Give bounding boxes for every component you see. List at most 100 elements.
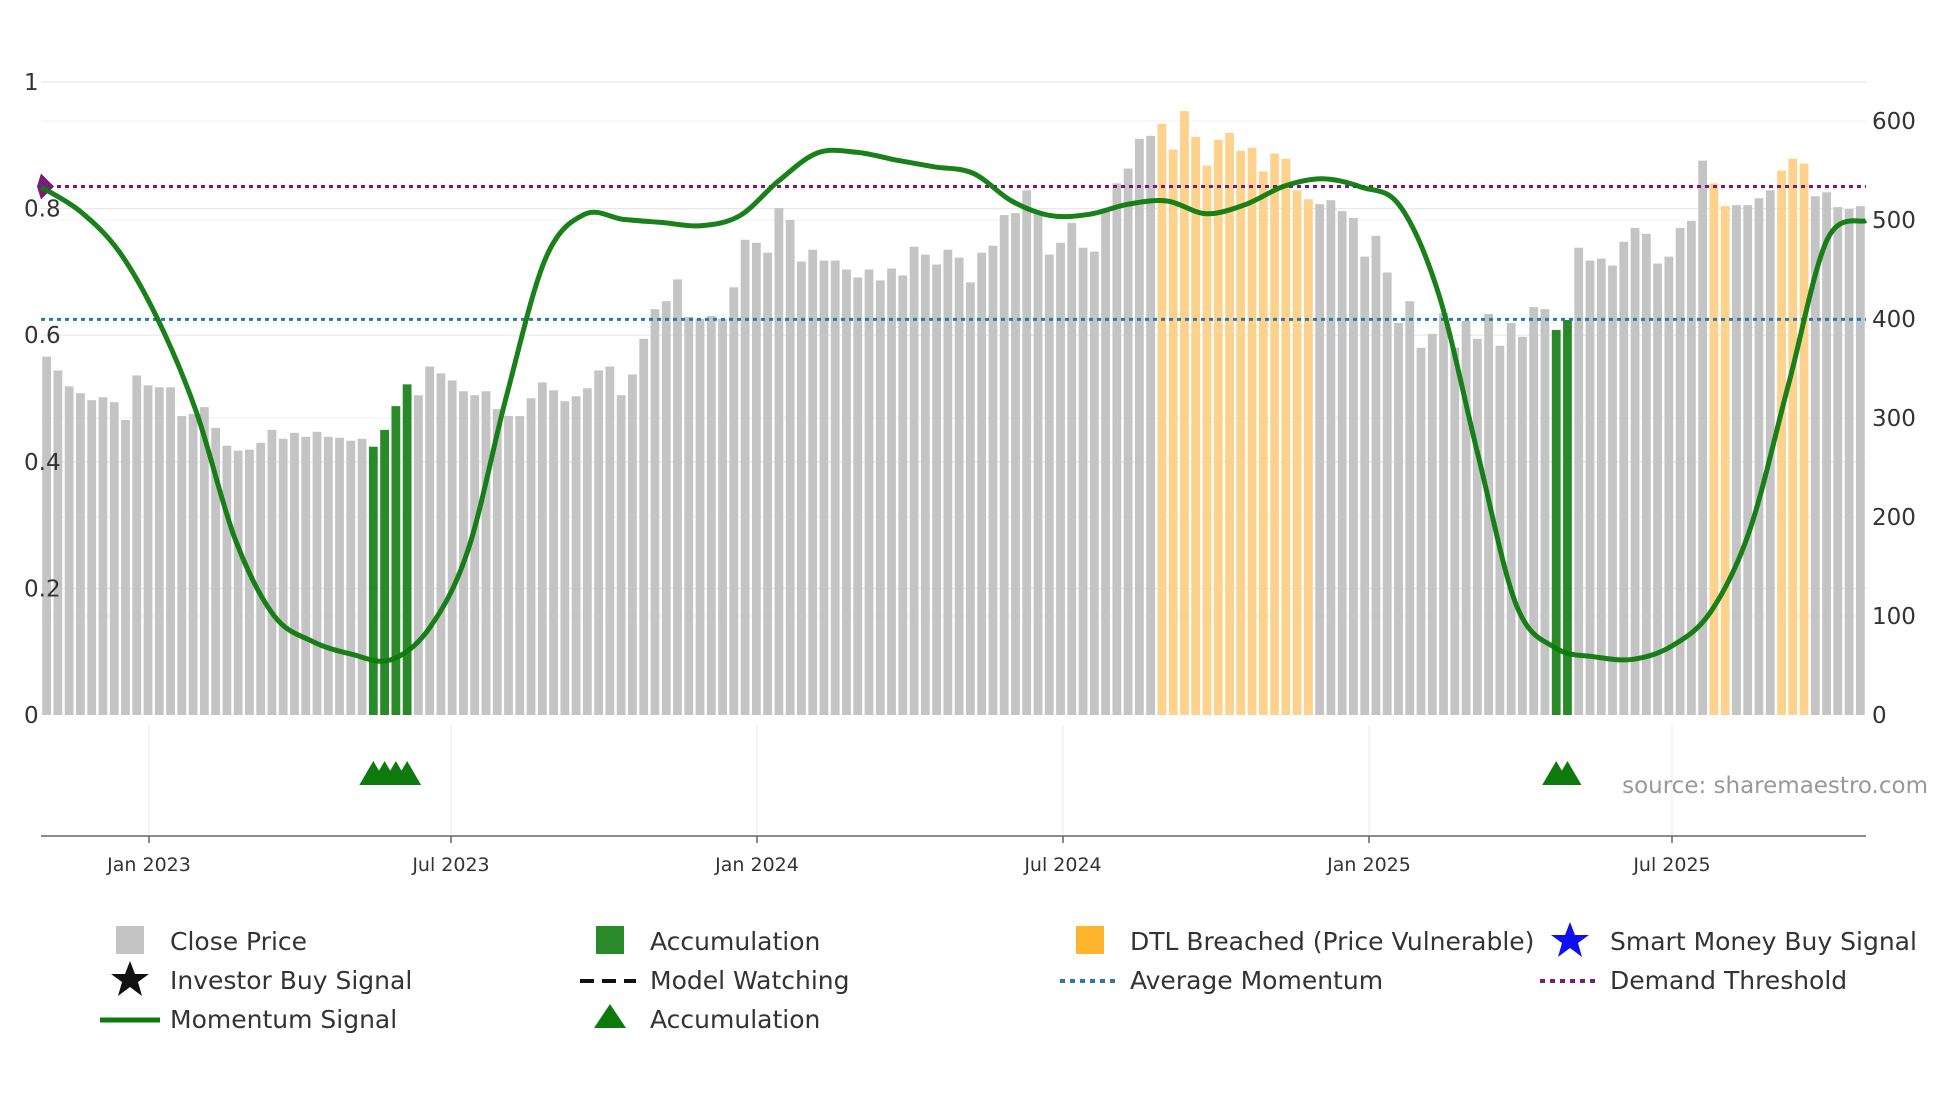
price-bar: [1134, 138, 1144, 715]
bars-layer: [42, 111, 1865, 716]
price-bar: [154, 387, 164, 715]
price-bar: [1653, 263, 1662, 715]
price-bar: [1777, 170, 1786, 715]
price-bar: [673, 279, 682, 715]
price-bar: [211, 427, 221, 715]
legend-label: DTL Breached (Price Vulnerable): [1130, 927, 1534, 956]
green-triangle-icon: [594, 1004, 626, 1028]
price-bar: [909, 246, 919, 716]
price-bar: [1270, 153, 1279, 716]
legend: Close Price Accumulation DTL Breached (P…: [100, 922, 1917, 1034]
price-bar: [1123, 168, 1133, 715]
price-bar: [1146, 135, 1156, 716]
price-bar: [1022, 190, 1032, 716]
price-bar: [695, 319, 705, 715]
price-bar: [368, 446, 378, 715]
price-bar: [109, 402, 119, 715]
legend-item-accumulation: Accumulation: [596, 926, 820, 956]
price-bar: [1743, 205, 1753, 715]
legend-label: Model Watching: [650, 966, 850, 995]
price-bar: [53, 370, 63, 715]
price-bar: [1506, 322, 1516, 715]
price-bar: [245, 449, 254, 715]
price-bar: [515, 416, 525, 715]
left-axis-tick: 0.6: [24, 323, 61, 349]
legend-label: Smart Money Buy Signal: [1610, 927, 1917, 956]
price-bar: [718, 319, 727, 715]
price-bar: [222, 445, 232, 715]
price-bar: [1810, 196, 1820, 716]
legend-label: Close Price: [170, 927, 307, 956]
price-bar: [1551, 329, 1561, 715]
price-bar: [1664, 256, 1674, 715]
price-bar: [1484, 314, 1493, 715]
grid-layer: [41, 81, 1866, 836]
price-bar: [774, 208, 784, 715]
price-bar: [763, 252, 773, 716]
price-bar: [932, 264, 941, 715]
price-bar: [1157, 123, 1167, 716]
price-bar: [898, 275, 908, 715]
price-bar: [76, 393, 85, 715]
legend-item-smart-money: Smart Money Buy Signal: [1551, 922, 1917, 957]
legend-item-investor-buy: Investor Buy Signal: [111, 961, 412, 996]
price-bar: [999, 215, 1009, 716]
price-bar: [1326, 200, 1336, 715]
price-bar: [1078, 247, 1088, 715]
price-bar: [256, 442, 266, 715]
price-bar: [582, 388, 592, 715]
green-square-icon: [596, 926, 624, 954]
price-bar: [1596, 258, 1606, 715]
legend-item-demand-threshold: Demand Threshold: [1540, 966, 1847, 995]
momentum-signal-line: [39, 147, 1868, 664]
accumulation-marker: [1553, 761, 1582, 785]
left-axis-tick: 0.2: [24, 576, 61, 602]
price-bar: [1518, 336, 1527, 715]
price-bar: [1394, 322, 1403, 715]
price-bar: [1709, 183, 1719, 715]
momentum-layer: [39, 147, 1868, 664]
right-axis-tick: 300: [1872, 406, 1916, 432]
price-bar: [1382, 272, 1392, 715]
price-bar: [1258, 171, 1268, 716]
price-bar: [729, 287, 739, 715]
price-bar: [1247, 147, 1257, 716]
axes-layer: 0 0.2 0.4 0.6 0.8 1 0 100 200 300 400 500 600 Jan 202…: [24, 70, 1916, 876]
left-axis-tick: 1: [24, 70, 39, 96]
price-bar: [380, 429, 389, 715]
accumulation-marker: [393, 761, 422, 785]
price-bar: [447, 380, 457, 715]
price-bar: [1585, 260, 1595, 715]
price-bar: [481, 391, 491, 715]
legend-item-average-momentum: Average Momentum: [1060, 966, 1383, 995]
price-bar: [616, 395, 626, 715]
price-bar: [166, 387, 175, 715]
price-bar: [1067, 222, 1077, 715]
price-bar: [1619, 241, 1629, 715]
x-axis-tick: Jan 2024: [714, 854, 799, 876]
price-bar: [470, 395, 480, 715]
price-bar: [1472, 338, 1482, 715]
price-bar: [1405, 301, 1415, 715]
blue-star-icon: [1551, 922, 1589, 957]
price-bar: [1698, 160, 1708, 716]
price-bar: [278, 438, 288, 715]
price-bar: [121, 419, 130, 715]
price-bar: [1303, 199, 1313, 715]
price-bar: [864, 269, 874, 715]
price-bar: [323, 436, 333, 715]
price-bar: [751, 242, 761, 715]
price-bar: [785, 220, 795, 715]
price-bar: [459, 391, 468, 715]
left-axis-tick: 0: [24, 703, 39, 729]
price-bar: [1833, 207, 1843, 715]
price-bar: [87, 400, 97, 715]
price-bar: [1855, 206, 1865, 715]
price-bar: [98, 397, 108, 715]
price-bar: [301, 436, 311, 715]
price-bar: [639, 338, 649, 715]
price-bar: [842, 269, 851, 715]
price-bar: [1180, 111, 1189, 716]
gray-square-icon: [116, 926, 144, 954]
